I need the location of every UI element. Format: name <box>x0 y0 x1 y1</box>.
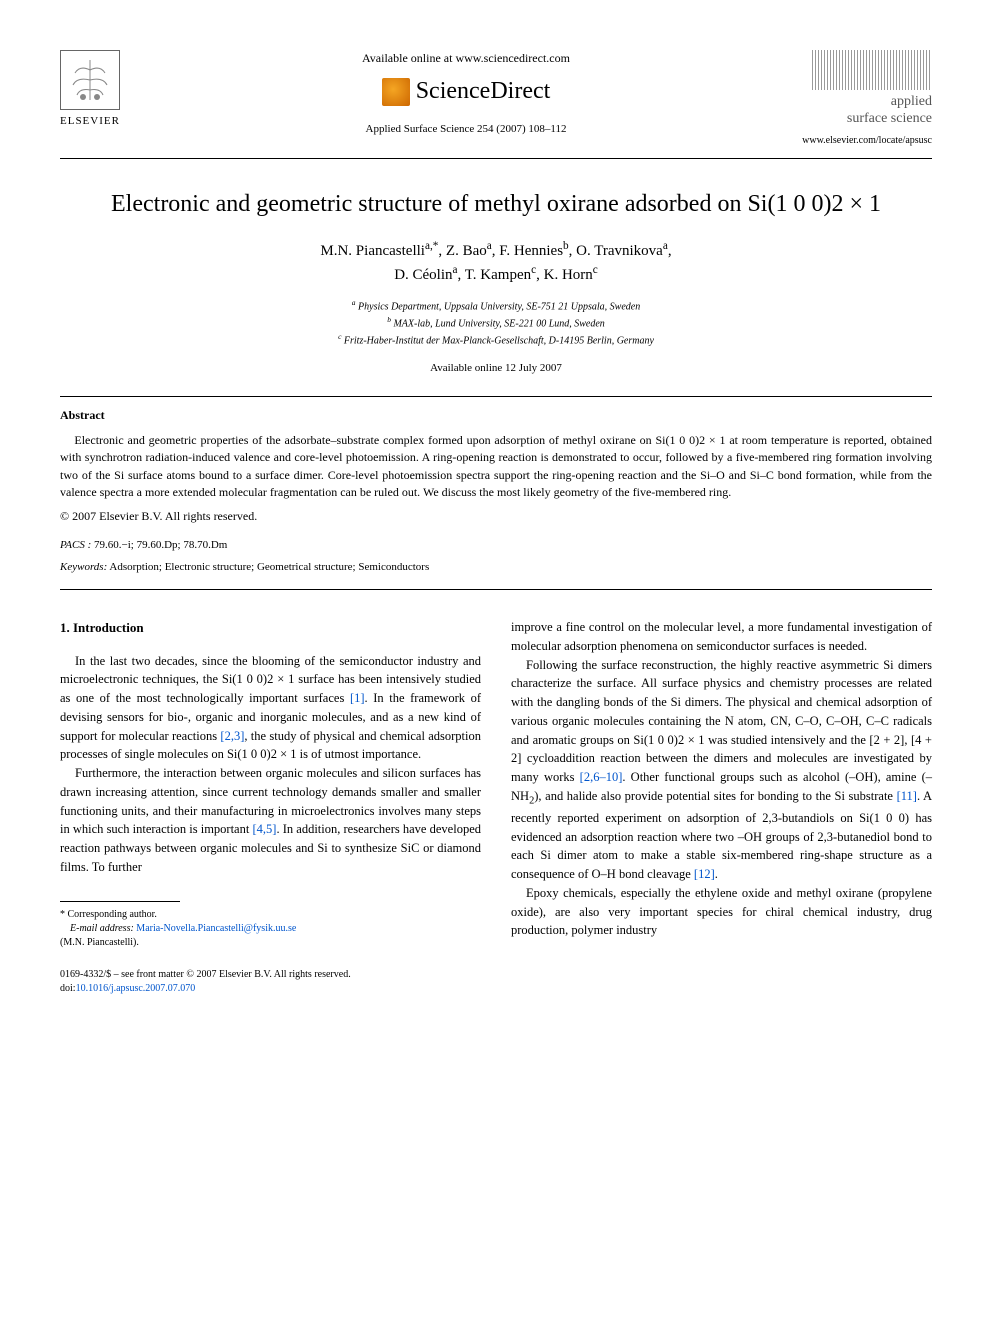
left-column: 1. Introduction In the last two decades,… <box>60 618 481 996</box>
footnote-block: * Corresponding author. E-mail address: … <box>60 908 481 950</box>
elsevier-logo: ELSEVIER <box>60 50 130 130</box>
email-label: E-mail address: <box>60 922 134 936</box>
center-header: Available online at www.sciencedirect.co… <box>130 50 802 138</box>
elsevier-text: ELSEVIER <box>60 114 130 129</box>
sciencedirect-text: ScienceDirect <box>416 75 551 109</box>
left-paragraph-1: In the last two decades, since the bloom… <box>60 652 481 765</box>
doi-label: doi: <box>60 983 76 994</box>
journal-fingerprint-icon <box>812 50 932 90</box>
available-online-text: Available online at www.sciencedirect.co… <box>130 50 802 67</box>
author-1-aff: a,* <box>425 240 438 252</box>
issn-line: 0169-4332/$ – see front matter © 2007 El… <box>60 968 481 982</box>
author-7-aff: c <box>593 264 598 276</box>
affiliation-c: Fritz-Haber-Institut der Max-Planck-Gese… <box>344 336 654 347</box>
journal-name-line1: applied <box>802 94 932 111</box>
pacs-label: PACS : <box>60 539 91 551</box>
right-paragraph-2: Following the surface reconstruction, th… <box>511 656 932 884</box>
author-4: , O. Travnikova <box>569 243 663 259</box>
journal-name-line2: surface science <box>802 111 932 128</box>
email-name: (M.N. Piancastelli). <box>60 936 481 950</box>
corresponding-author: * Corresponding author. <box>60 908 481 922</box>
pacs-text: 79.60.−i; 79.60.Dp; 78.70.Dm <box>91 539 227 551</box>
author-1: M.N. Piancastelli <box>320 243 425 259</box>
abstract-copyright: © 2007 Elsevier B.V. All rights reserved… <box>60 508 932 525</box>
article-title: Electronic and geometric structure of me… <box>100 189 892 220</box>
right-paragraph-1: improve a fine control on the molecular … <box>511 618 932 656</box>
footnote-divider <box>60 901 180 902</box>
abstract-text: Electronic and geometric properties of t… <box>60 432 932 502</box>
journal-url: www.elsevier.com/locate/apsusc <box>802 134 932 148</box>
email-link[interactable]: Maria-Novella.Piancastelli@fysik.uu.se <box>136 923 296 934</box>
affiliation-a: Physics Department, Uppsala University, … <box>358 301 640 312</box>
ref-link-2-6-10[interactable]: [2,6–10] <box>580 770 623 784</box>
abstract-body: Electronic and geometric properties of t… <box>60 433 932 499</box>
body-columns: 1. Introduction In the last two decades,… <box>60 618 932 996</box>
author-comma: , <box>668 243 672 259</box>
email-line: E-mail address: Maria-Novella.Piancastel… <box>60 922 481 936</box>
journal-logo: applied surface science www.elsevier.com… <box>802 50 932 148</box>
right-column: improve a fine control on the molecular … <box>511 618 932 996</box>
sciencedirect-logo: ScienceDirect <box>130 75 802 109</box>
keywords-label: Keywords: <box>60 561 107 573</box>
intro-heading: 1. Introduction <box>60 618 481 638</box>
ref-link-1[interactable]: [1] <box>350 691 365 705</box>
abstract-top-divider <box>60 396 932 397</box>
author-5: D. Céolin <box>394 267 452 283</box>
ref-link-11[interactable]: [11] <box>897 789 917 803</box>
pacs-line: PACS : 79.60.−i; 79.60.Dp; 78.70.Dm <box>60 538 932 553</box>
ref-link-4-5[interactable]: [4,5] <box>252 822 276 836</box>
citation-text: Applied Surface Science 254 (2007) 108–1… <box>130 122 802 137</box>
abstract-heading: Abstract <box>60 407 932 424</box>
header-row: ELSEVIER Available online at www.science… <box>60 50 932 148</box>
doi-link[interactable]: 10.1016/j.apsusc.2007.07.070 <box>76 983 196 994</box>
left-paragraph-2: Furthermore, the interaction between org… <box>60 764 481 877</box>
authors-list: M.N. Piancastellia,*, Z. Baoa, F. Hennie… <box>60 238 932 287</box>
right-paragraph-3: Epoxy chemicals, especially the ethylene… <box>511 884 932 940</box>
author-6: , T. Kampen <box>458 267 532 283</box>
bottom-meta: 0169-4332/$ – see front matter © 2007 El… <box>60 968 481 996</box>
keywords-line: Keywords: Adsorption; Electronic structu… <box>60 560 932 575</box>
author-3: , F. Hennies <box>492 243 563 259</box>
abstract-bottom-divider <box>60 589 932 590</box>
keywords-text: Adsorption; Electronic structure; Geomet… <box>107 561 429 573</box>
affiliation-b: MAX-lab, Lund University, SE-221 00 Lund… <box>393 318 604 329</box>
elsevier-tree-icon <box>60 50 120 110</box>
header-divider <box>60 158 932 159</box>
author-7: , K. Horn <box>536 267 593 283</box>
ref-link-12[interactable]: [12] <box>694 867 715 881</box>
ref-link-2-3[interactable]: [2,3] <box>220 729 244 743</box>
sciencedirect-icon <box>382 78 410 106</box>
doi-line: doi:10.1016/j.apsusc.2007.07.070 <box>60 982 481 996</box>
affiliations: a Physics Department, Uppsala University… <box>60 297 932 349</box>
publication-date: Available online 12 July 2007 <box>60 361 932 376</box>
author-2: , Z. Bao <box>438 243 486 259</box>
